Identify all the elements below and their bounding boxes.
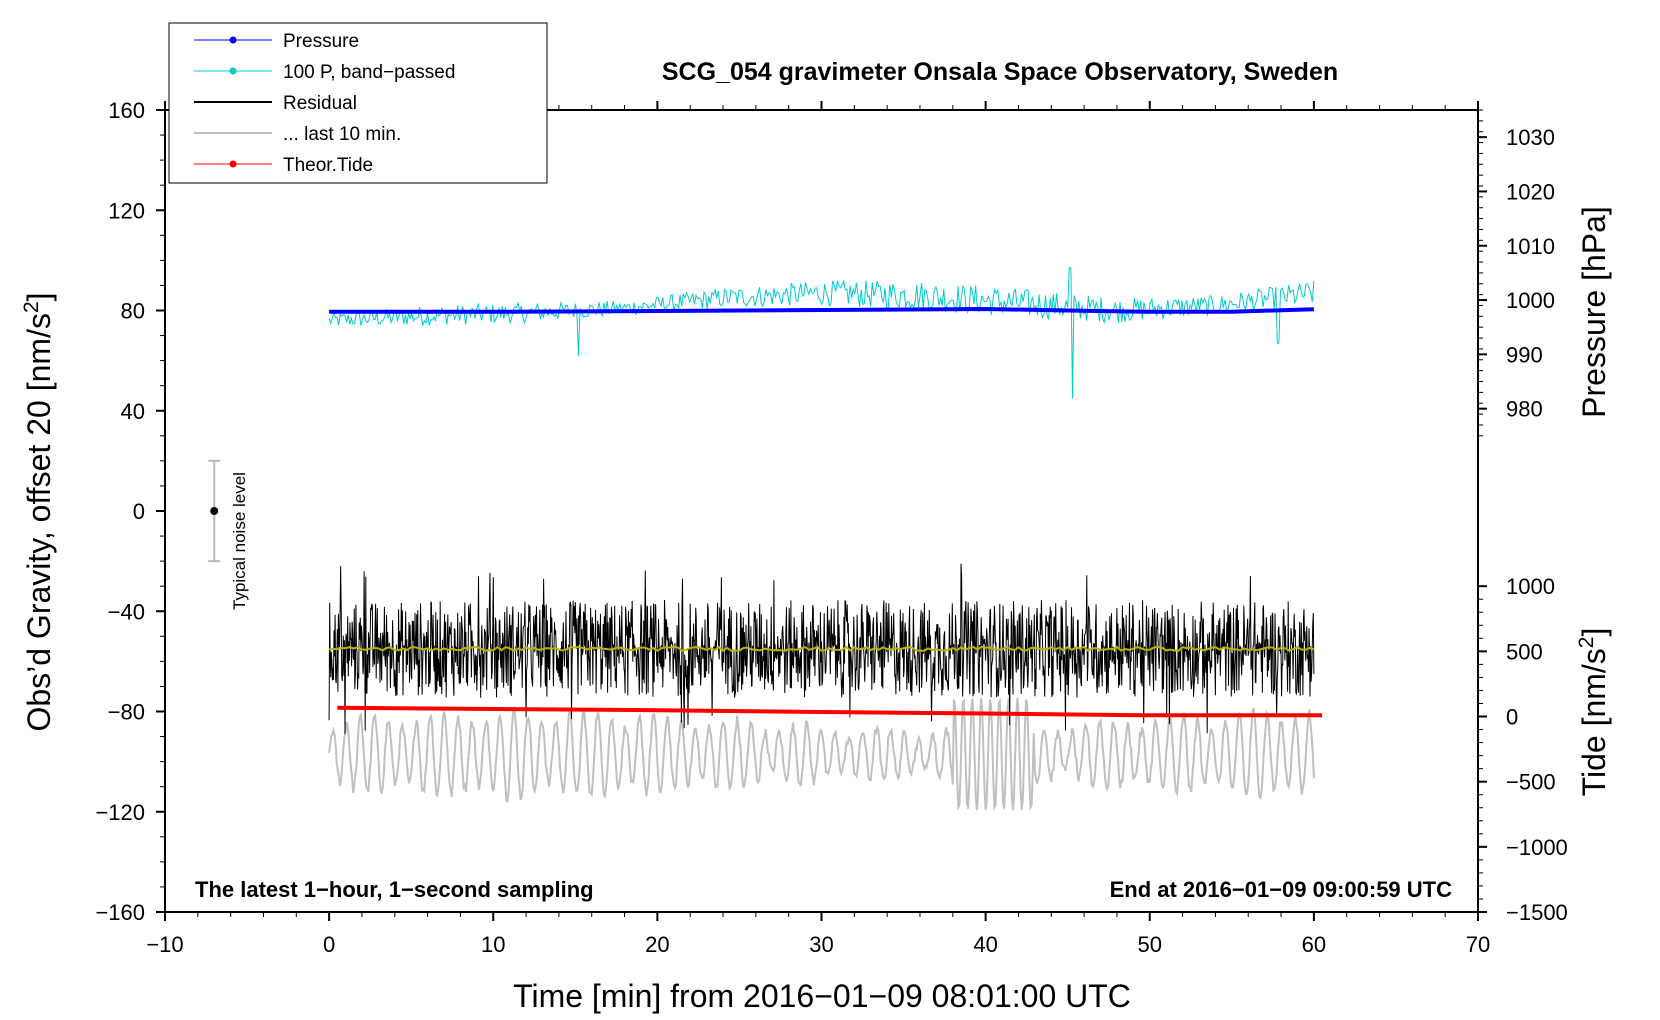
y-tick-label: 80 (121, 299, 145, 324)
x-axis-ticks: −10 0 10 20 30 40 50 60 70 (146, 101, 1490, 957)
y-tick-label: 0 (133, 499, 145, 524)
y-tick-label: −80 (108, 700, 145, 725)
pressure-tick-label: 980 (1506, 397, 1543, 422)
y-tick-label: −40 (108, 599, 145, 624)
last-10-min-line (328, 697, 1315, 811)
y-tick-label: 120 (108, 198, 145, 223)
x-tick-label: 30 (809, 932, 833, 957)
legend-label: 100 P, band−passed (283, 62, 455, 83)
legend-swatch-marker (229, 36, 237, 44)
y-axis-title-tide: Tide [nm/s2] (1575, 628, 1612, 797)
legend-swatch-marker (229, 160, 237, 168)
plot-frame (164, 109, 1479, 913)
tide-axis-ticks: 1000 500 0 −500 −1000 −1500 (1478, 574, 1568, 925)
x-tick-label: 50 (1138, 932, 1162, 957)
annotation-sampling: The latest 1−hour, 1−second sampling (195, 877, 594, 902)
series-last-10-min (328, 697, 1315, 811)
pressure-tick-label: 990 (1506, 342, 1543, 367)
legend-label: Residual (283, 93, 357, 114)
chart-title: SCG_054 gravimeter Onsala Space Observat… (662, 58, 1338, 86)
legend-swatch-marker (229, 67, 237, 75)
pressure-tick-label: 1010 (1506, 234, 1555, 259)
bandpassed-line (328, 267, 1315, 399)
pressure-tick-label: 1030 (1506, 125, 1555, 150)
y-axis-title-left: Obs’d Gravity, offset 20 [nm/s2] (20, 292, 57, 731)
x-tick-label: 60 (1302, 932, 1326, 957)
x-tick-label: 70 (1466, 932, 1490, 957)
series-theor-tide (337, 705, 1323, 718)
series-pressure (329, 306, 1314, 314)
tide-tick-label: −1000 (1506, 835, 1568, 860)
x-tick-label: 0 (323, 932, 335, 957)
series-residual-mean (329, 645, 1315, 652)
typical-noise-bar (208, 459, 221, 563)
residual-line (328, 563, 1315, 734)
x-tick-label: −10 (146, 932, 183, 957)
y-tick-label: 40 (121, 399, 145, 424)
x-axis-title: Time [min] from 2016−01−09 08:01:00 UTC (513, 978, 1131, 1014)
tide-tick-label: 500 (1506, 639, 1543, 664)
residual-mean-line (329, 645, 1315, 652)
noise-label: Typical noise level (230, 472, 249, 610)
tide-tick-label: −1500 (1506, 900, 1568, 925)
left-y-axis-ticks: 160 120 80 40 0 −40 −80 −120 −160 (95, 98, 165, 925)
pressure-tick-label: 1000 (1506, 288, 1555, 313)
x-tick-label: 20 (645, 932, 669, 957)
pressure-tick-label: 1020 (1506, 179, 1555, 204)
legend-label: ... last 10 min. (283, 124, 401, 145)
tide-tick-label: 1000 (1506, 574, 1555, 599)
tide-tick-label: 0 (1506, 705, 1518, 730)
pressure-axis-ticks: 1030 1020 1010 1000 990 980 (1478, 109, 1555, 437)
y-tick-label: −120 (95, 800, 145, 825)
y-tick-label: −160 (95, 900, 145, 925)
series-pressure-bandpassed (328, 267, 1315, 399)
legend-label: Theor.Tide (283, 155, 373, 176)
tide-tick-label: −500 (1506, 770, 1556, 795)
annotation-end-time: End at 2016−01−09 09:00:59 UTC (1110, 877, 1453, 902)
x-tick-label: 40 (973, 932, 997, 957)
tide-line (337, 705, 1323, 718)
pressure-line (329, 306, 1314, 314)
y-tick-label: 160 (108, 98, 145, 123)
legend: Pressure 100 P, band−passed Residual ... la… (168, 22, 548, 184)
y-axis-title-pressure: Pressure [hPa] (1576, 206, 1612, 418)
noise-bar-dot (210, 507, 219, 515)
series-residual (328, 563, 1315, 734)
x-tick-label: 10 (481, 932, 505, 957)
legend-label: Pressure (283, 31, 359, 52)
